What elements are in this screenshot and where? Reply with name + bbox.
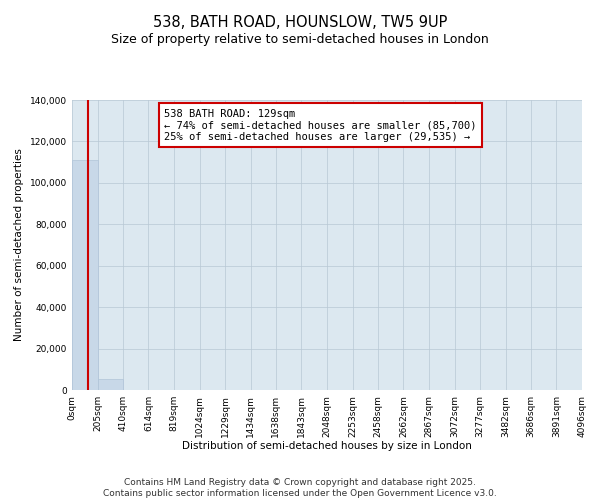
Text: 538, BATH ROAD, HOUNSLOW, TW5 9UP: 538, BATH ROAD, HOUNSLOW, TW5 9UP	[153, 15, 447, 30]
Bar	[98, 378, 123, 390]
Text: Contains HM Land Registry data © Crown copyright and database right 2025.
Contai: Contains HM Land Registry data © Crown c…	[103, 478, 497, 498]
X-axis label: Distribution of semi-detached houses by size in London: Distribution of semi-detached houses by …	[182, 441, 472, 451]
Y-axis label: Number of semi-detached properties: Number of semi-detached properties	[14, 148, 25, 342]
Text: 538 BATH ROAD: 129sqm
← 74% of semi-detached houses are smaller (85,700)
25% of : 538 BATH ROAD: 129sqm ← 74% of semi-deta…	[164, 108, 476, 142]
Bar	[72, 160, 98, 390]
Text: Size of property relative to semi-detached houses in London: Size of property relative to semi-detach…	[111, 32, 489, 46]
